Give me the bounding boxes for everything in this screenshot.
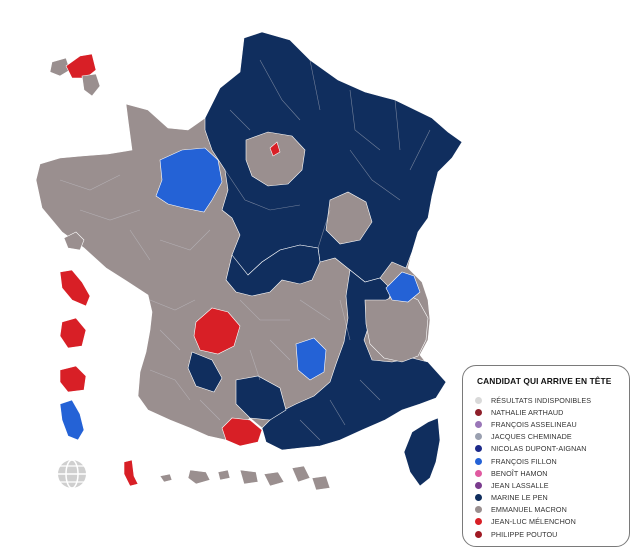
guadeloupe bbox=[49, 57, 71, 77]
globe-icon bbox=[58, 459, 86, 489]
legend-swatch-icon bbox=[475, 518, 482, 526]
legend-item: RÉSULTATS INDISPONIBLES bbox=[475, 394, 621, 406]
legend-item: JEAN-LUC MÉLENCHON bbox=[475, 516, 621, 528]
south-le-pen bbox=[235, 375, 287, 421]
legend-swatch-icon bbox=[475, 494, 482, 502]
legend-label: JACQUES CHEMINADE bbox=[491, 432, 572, 442]
legend-item: JACQUES CHEMINADE bbox=[475, 431, 621, 443]
center-le-pen bbox=[225, 244, 321, 297]
legend-item: FRANÇOIS FILLON bbox=[475, 455, 621, 467]
guyane-outline bbox=[63, 231, 85, 251]
legend-label: NICOLAS DUPONT-AIGNAN bbox=[491, 444, 587, 454]
legend-label: PHILIPPE POUTOU bbox=[491, 529, 558, 539]
legend-item: PHILIPPE POUTOU bbox=[475, 528, 621, 540]
lot-melenchon bbox=[193, 307, 241, 355]
legend-item: NATHALIE ARTHAUD bbox=[475, 406, 621, 418]
legend-label: EMMANUEL MACRON bbox=[491, 505, 567, 515]
marne-patch bbox=[325, 191, 373, 245]
legend-swatch-icon bbox=[475, 420, 482, 428]
department-boundaries bbox=[59, 59, 431, 441]
isere-fillon bbox=[385, 271, 421, 303]
legend-item: MARINE LE PEN bbox=[475, 492, 621, 504]
legend-item: NICOLAS DUPONT-AIGNAN bbox=[475, 443, 621, 455]
legend-label: FRANÇOIS ASSELINEAU bbox=[491, 419, 577, 429]
ariege-melenchon bbox=[221, 417, 263, 447]
corsica bbox=[403, 417, 441, 487]
legend-swatch-icon bbox=[475, 506, 482, 514]
legend-label: MARINE LE PEN bbox=[491, 493, 548, 503]
overseas-red-2 bbox=[59, 317, 87, 349]
legend: CANDIDAT QUI ARRIVE EN TÊTE RÉSULTATS IN… bbox=[462, 365, 630, 547]
paris-city bbox=[269, 141, 281, 157]
legend-item: EMMANUEL MACRON bbox=[475, 504, 621, 516]
legend-swatch-icon bbox=[475, 445, 482, 453]
legend-swatch-icon bbox=[475, 530, 482, 538]
legend-item: JEAN LASSALLE bbox=[475, 479, 621, 491]
rhone-fillon bbox=[295, 337, 327, 381]
southwest-le-pen bbox=[187, 351, 223, 393]
legend-title: CANDIDAT QUI ARRIVE EN TÊTE bbox=[477, 376, 612, 386]
legend-swatch-icon bbox=[475, 469, 482, 477]
legend-label: NATHALIE ARTHAUD bbox=[491, 407, 564, 417]
legend-items: RÉSULTATS INDISPONIBLES NATHALIE ARTHAUD F… bbox=[475, 394, 621, 540]
legend-swatch-icon bbox=[475, 408, 482, 416]
overseas-red-1 bbox=[59, 269, 91, 307]
overseas-blue bbox=[59, 399, 85, 441]
overseas-gray-a bbox=[81, 73, 101, 97]
west-fillon-bloc bbox=[155, 147, 223, 213]
legend-item: BENOÎT HAMON bbox=[475, 467, 621, 479]
legend-item: FRANÇOIS ASSELINEAU bbox=[475, 418, 621, 430]
martinique-north bbox=[65, 53, 97, 79]
legend-label: JEAN-LUC MÉLENCHON bbox=[491, 517, 576, 527]
legend-label: FRANÇOIS FILLON bbox=[491, 456, 557, 466]
legend-swatch-icon bbox=[475, 457, 482, 465]
legend-label: RÉSULTATS INDISPONIBLES bbox=[491, 395, 592, 405]
legend-label: BENOÎT HAMON bbox=[491, 468, 548, 478]
overseas-red-3 bbox=[59, 365, 87, 393]
legend-swatch-icon bbox=[475, 433, 482, 441]
north-le-pen-bloc bbox=[204, 31, 463, 283]
legend-swatch-icon bbox=[475, 396, 482, 404]
legend-label: JEAN LASSALLE bbox=[491, 480, 549, 490]
paris-region bbox=[245, 131, 306, 187]
legend-swatch-icon bbox=[475, 481, 482, 489]
small-territories bbox=[123, 459, 331, 491]
